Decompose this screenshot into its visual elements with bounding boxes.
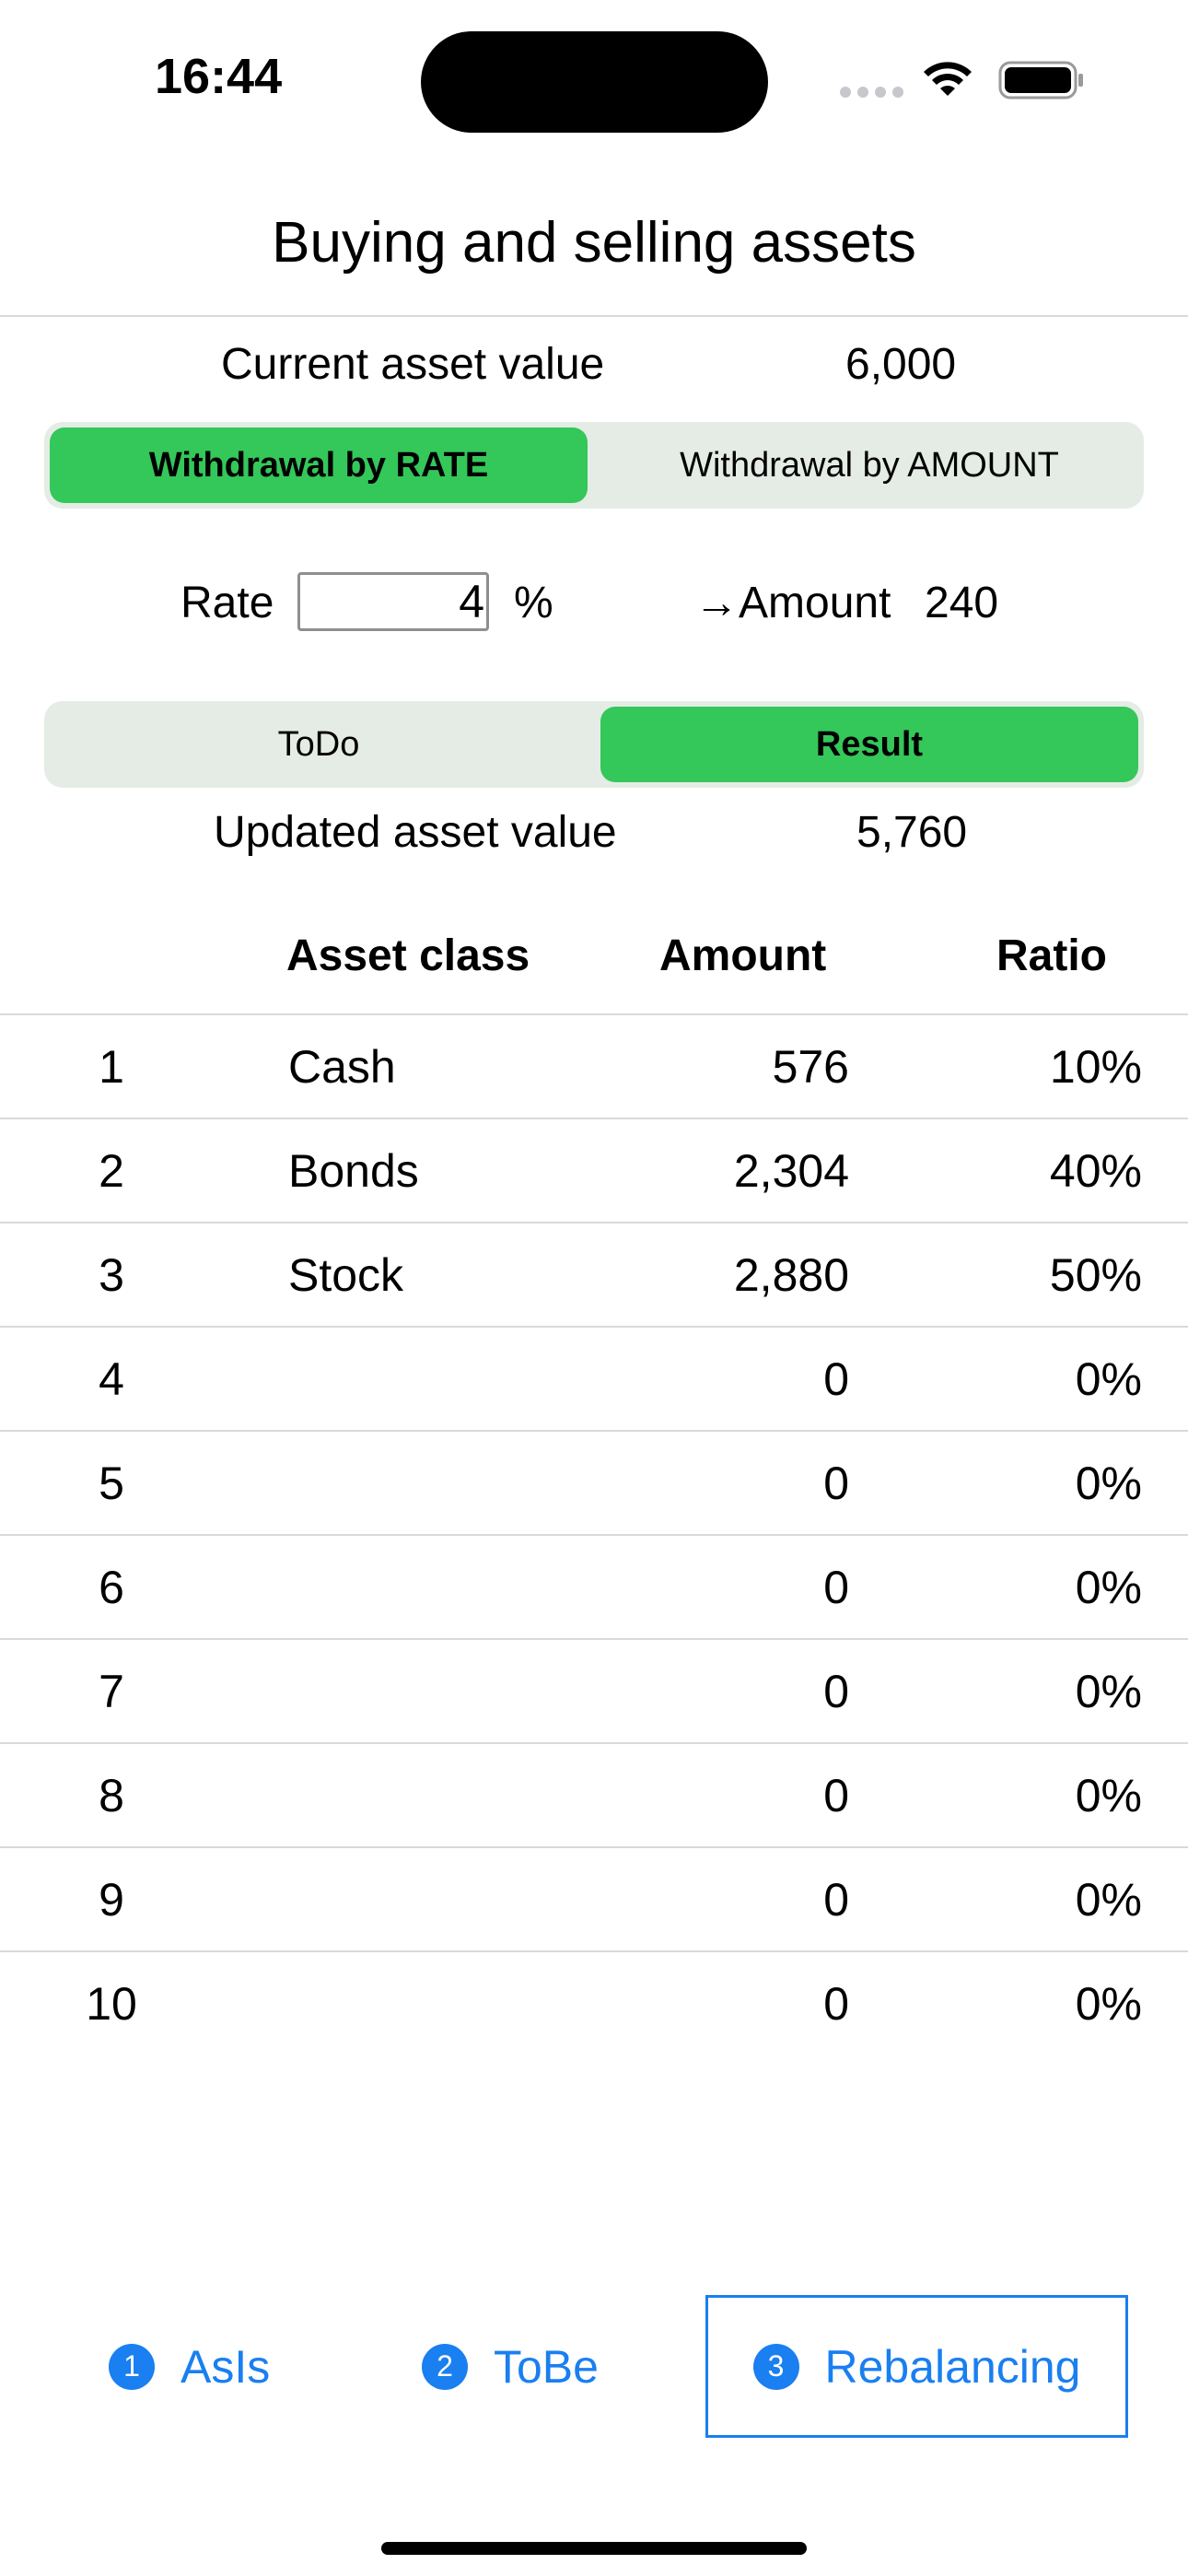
tab-rebalancing-label: Rebalancing [824, 2340, 1081, 2393]
row-number: 9 [99, 1874, 124, 1926]
table-row: 1 Cash 576 10% [0, 1013, 1188, 1119]
segment-todo[interactable]: ToDo [277, 724, 360, 764]
table-row: 8 0 0% [0, 1742, 1188, 1848]
row-number: 5 [99, 1458, 124, 1509]
dynamic-island [421, 31, 768, 133]
amount-cell: 0 [823, 1666, 849, 1717]
battery-icon [998, 61, 1083, 100]
ratio-cell: 50% [1049, 1249, 1142, 1301]
table-row: 4 0 0% [0, 1326, 1188, 1432]
header-ratio: Ratio [996, 931, 1107, 980]
asset-class-cell: Bonds [288, 1145, 419, 1197]
asset-class-cell: Cash [288, 1041, 396, 1093]
home-indicator [381, 2542, 807, 2555]
view-segmented-control: ToDo Result [44, 701, 1144, 788]
row-number: 4 [99, 1353, 124, 1405]
title-divider [0, 315, 1188, 317]
table-row: 6 0 0% [0, 1534, 1188, 1640]
ratio-cell: 0% [1075, 1562, 1142, 1613]
row-number: 1 [99, 1041, 124, 1093]
tab-asis[interactable]: 1 AsIs [109, 2295, 385, 2438]
table-row: 2 Bonds 2,304 40% [0, 1118, 1188, 1224]
ratio-cell: 0% [1075, 1458, 1142, 1509]
tab-tobe-label: ToBe [494, 2340, 599, 2393]
table-row: 3 Stock 2,880 50% [0, 1222, 1188, 1328]
current-asset-value: 6,000 [845, 340, 957, 389]
row-number: 10 [86, 1978, 137, 2030]
rate-unit: % [514, 579, 553, 627]
ratio-cell: 0% [1075, 1874, 1142, 1926]
table-row: 5 0 0% [0, 1430, 1188, 1536]
segment-withdrawal-by-rate[interactable]: Withdrawal by RATE [50, 427, 588, 503]
current-asset-label: Current asset value [221, 340, 605, 389]
updated-asset-label: Updated asset value [214, 808, 617, 857]
withdrawal-segmented-control: Withdrawal by RATE Withdrawal by AMOUNT [44, 422, 1144, 509]
row-number: 7 [99, 1666, 124, 1717]
tab-badge-1-icon: 1 [109, 2343, 155, 2390]
ratio-cell: 0% [1075, 1353, 1142, 1405]
rate-label: Rate [181, 579, 274, 627]
tab-asis-label: AsIs [181, 2340, 271, 2393]
tab-tobe[interactable]: 2 ToBe [422, 2295, 698, 2438]
amount-cell: 0 [823, 1458, 849, 1509]
amount-cell: 0 [823, 1353, 849, 1405]
header-amount: Amount [659, 931, 827, 980]
amount-cell: 0 [823, 1874, 849, 1926]
amount-cell: 2,880 [733, 1249, 849, 1301]
tab-rebalancing[interactable]: 3 Rebalancing [705, 2295, 1128, 2438]
amount-cell: 576 [772, 1041, 849, 1093]
amount-cell: 0 [823, 1978, 849, 2030]
row-number: 8 [99, 1770, 124, 1821]
updated-asset-value: 5,760 [856, 808, 968, 857]
amount-cell: 2,304 [733, 1145, 849, 1197]
row-number: 3 [99, 1249, 124, 1301]
rate-input[interactable]: 4 [297, 572, 489, 631]
table-row: 9 0 0% [0, 1846, 1188, 1952]
tab-badge-2-icon: 2 [422, 2343, 468, 2390]
amount-value: 240 [925, 579, 999, 627]
tab-badge-3-icon: 3 [752, 2343, 799, 2390]
wifi-icon [924, 62, 972, 96]
amount-label: →Amount [694, 579, 891, 627]
ratio-cell: 40% [1049, 1145, 1142, 1197]
amount-cell: 0 [823, 1770, 849, 1821]
ratio-cell: 0% [1075, 1666, 1142, 1717]
page-title: Buying and selling assets [272, 211, 916, 275]
ratio-cell: 0% [1075, 1978, 1142, 2030]
table-row: 10 0 0% [0, 1950, 1188, 2056]
segment-withdrawal-by-amount[interactable]: Withdrawal by AMOUNT [680, 445, 1059, 485]
segment-result[interactable]: Result [600, 707, 1138, 782]
row-number: 2 [99, 1145, 124, 1197]
header-asset-class: Asset class [286, 931, 530, 980]
ratio-cell: 10% [1049, 1041, 1142, 1093]
status-time: 16:44 [155, 49, 283, 104]
cellular-signal-icon [840, 87, 904, 98]
amount-cell: 0 [823, 1562, 849, 1613]
asset-class-cell: Stock [288, 1249, 404, 1301]
ratio-cell: 0% [1075, 1770, 1142, 1821]
table-row: 7 0 0% [0, 1638, 1188, 1744]
row-number: 6 [99, 1562, 124, 1613]
